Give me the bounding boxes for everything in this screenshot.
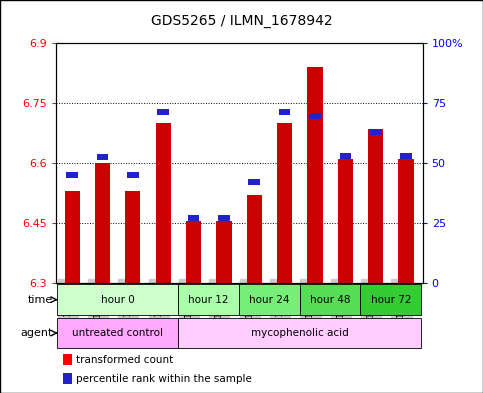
Text: time: time	[28, 295, 53, 305]
Bar	[63, 373, 72, 384]
Bar	[216, 221, 231, 283]
Bar	[400, 153, 412, 159]
Bar	[65, 191, 80, 283]
Text: mycophenolic acid: mycophenolic acid	[251, 328, 349, 338]
Bar	[186, 221, 201, 283]
Bar	[309, 113, 321, 119]
Bar	[340, 153, 351, 159]
Bar	[178, 318, 421, 349]
Bar	[218, 215, 230, 221]
Text: hour 12: hour 12	[188, 295, 229, 305]
Bar	[239, 284, 300, 315]
Bar	[97, 154, 108, 160]
Text: untreated control: untreated control	[72, 328, 163, 338]
Bar	[188, 215, 199, 221]
Bar	[279, 109, 290, 115]
Bar	[247, 195, 262, 283]
Bar	[157, 109, 169, 115]
Bar	[57, 318, 178, 349]
Bar	[156, 123, 171, 283]
Text: hour 72: hour 72	[370, 295, 411, 305]
Text: agent: agent	[21, 328, 53, 338]
Bar	[360, 284, 421, 315]
Text: hour 48: hour 48	[310, 295, 350, 305]
Bar	[67, 172, 78, 178]
Bar	[63, 354, 72, 365]
Text: transformed count: transformed count	[76, 355, 173, 365]
Text: hour 24: hour 24	[249, 295, 290, 305]
Bar	[307, 67, 323, 283]
Bar	[178, 284, 239, 315]
Bar	[127, 172, 139, 178]
Bar	[95, 163, 110, 283]
Bar	[338, 159, 353, 283]
Text: hour 0: hour 0	[101, 295, 135, 305]
Bar	[370, 129, 382, 135]
Bar	[300, 284, 360, 315]
Bar	[125, 191, 141, 283]
Bar	[57, 284, 178, 315]
Text: percentile rank within the sample: percentile rank within the sample	[76, 374, 252, 384]
Bar	[248, 179, 260, 185]
Bar	[368, 129, 383, 283]
Bar	[277, 123, 292, 283]
Text: GDS5265 / ILMN_1678942: GDS5265 / ILMN_1678942	[151, 13, 332, 28]
Bar	[398, 159, 413, 283]
